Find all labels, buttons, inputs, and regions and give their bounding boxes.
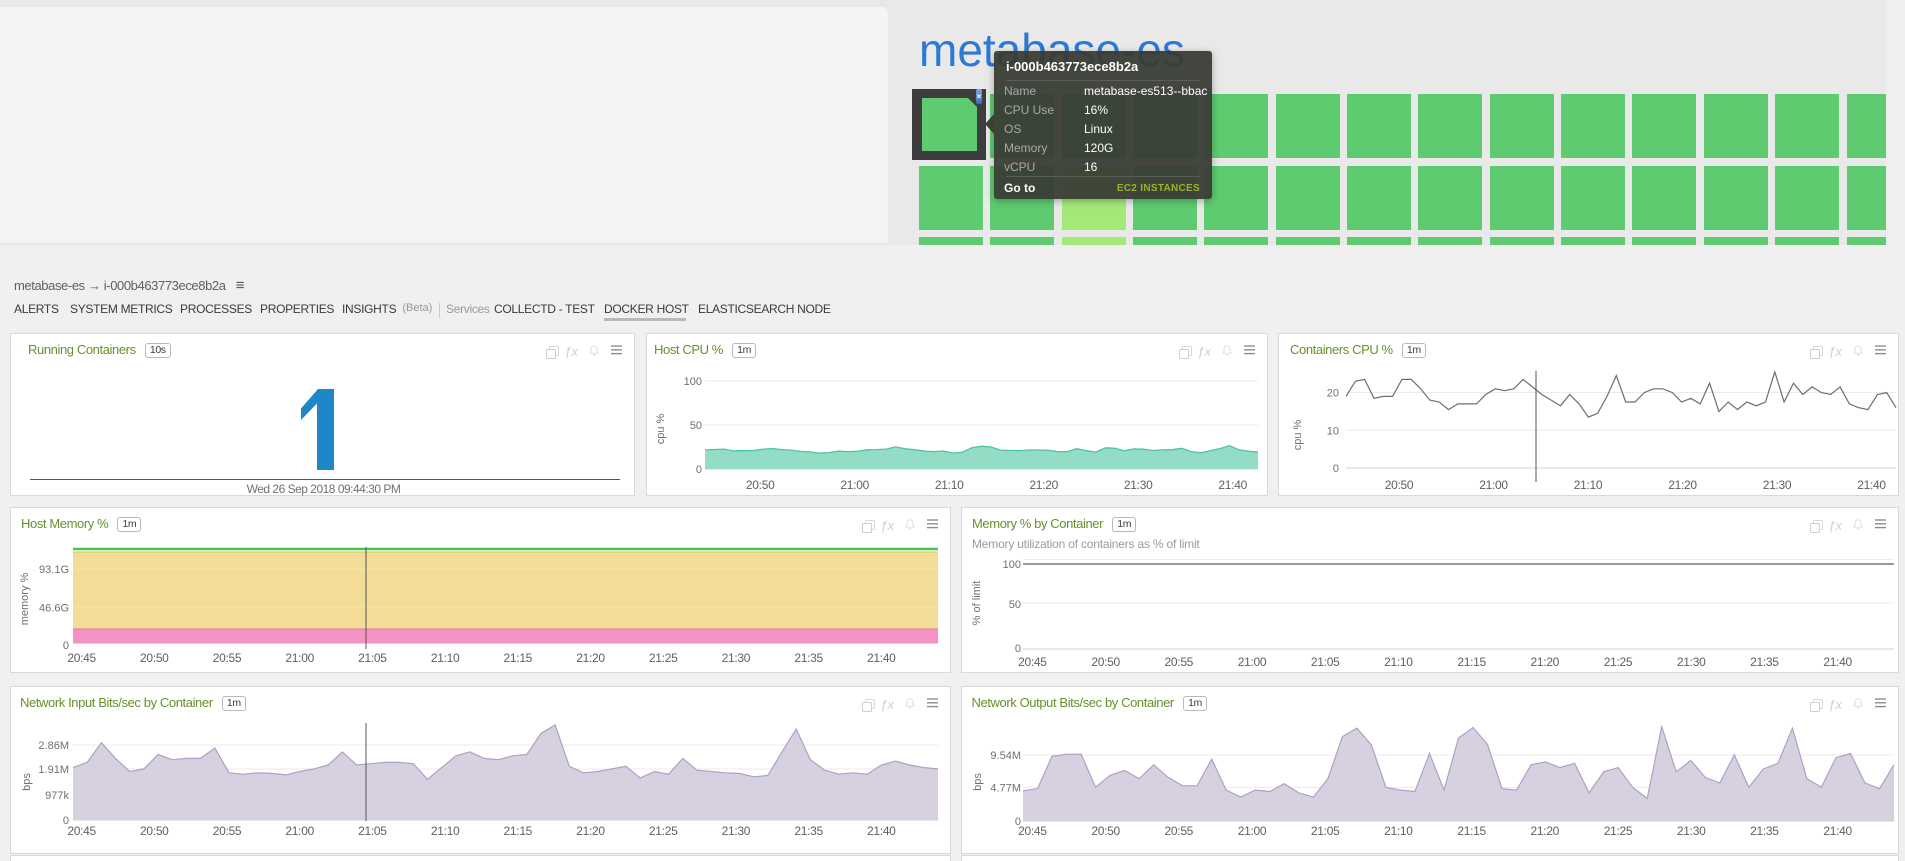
svg-text:21:00: 21:00 bbox=[285, 824, 314, 838]
svg-text:memory %: memory % bbox=[19, 573, 31, 626]
svg-text:20:45: 20:45 bbox=[67, 651, 96, 665]
svg-text:cpu %: cpu % bbox=[1292, 419, 1304, 450]
svg-text:20:50: 20:50 bbox=[140, 651, 169, 665]
svg-text:21:40: 21:40 bbox=[867, 651, 896, 665]
svg-text:21:40: 21:40 bbox=[1857, 478, 1886, 492]
svg-text:21:30: 21:30 bbox=[722, 651, 751, 665]
svg-text:21:05: 21:05 bbox=[1311, 824, 1340, 838]
svg-text:21:10: 21:10 bbox=[935, 478, 964, 492]
svg-text:20:50: 20:50 bbox=[1385, 478, 1414, 492]
svg-text:20: 20 bbox=[1327, 388, 1339, 400]
svg-text:20:45: 20:45 bbox=[1018, 655, 1047, 669]
svg-text:21:20: 21:20 bbox=[1668, 478, 1697, 492]
svg-text:21:30: 21:30 bbox=[722, 824, 751, 838]
svg-text:21:30: 21:30 bbox=[1677, 655, 1706, 669]
svg-text:cpu %: cpu % bbox=[655, 413, 667, 444]
svg-text:0: 0 bbox=[1333, 463, 1339, 475]
svg-text:21:15: 21:15 bbox=[504, 824, 533, 838]
svg-text:bps: bps bbox=[972, 773, 984, 791]
svg-text:21:20: 21:20 bbox=[576, 651, 605, 665]
svg-text:21:15: 21:15 bbox=[1457, 655, 1486, 669]
svg-text:21:20: 21:20 bbox=[1531, 824, 1560, 838]
svg-text:21:10: 21:10 bbox=[1384, 655, 1413, 669]
svg-text:21:30: 21:30 bbox=[1124, 478, 1153, 492]
svg-text:10: 10 bbox=[1327, 425, 1339, 437]
svg-text:21:15: 21:15 bbox=[1457, 824, 1486, 838]
svg-text:0: 0 bbox=[1015, 643, 1021, 655]
svg-text:21:10: 21:10 bbox=[1384, 824, 1413, 838]
svg-text:46.6G: 46.6G bbox=[39, 603, 69, 615]
svg-text:2.86M: 2.86M bbox=[38, 740, 69, 752]
svg-text:20:45: 20:45 bbox=[67, 824, 96, 838]
svg-text:21:00: 21:00 bbox=[840, 478, 869, 492]
svg-text:21:40: 21:40 bbox=[867, 824, 896, 838]
svg-text:21:35: 21:35 bbox=[1750, 655, 1779, 669]
svg-text:20:45: 20:45 bbox=[1018, 824, 1047, 838]
svg-text:21:25: 21:25 bbox=[1604, 824, 1633, 838]
svg-text:0: 0 bbox=[63, 640, 69, 652]
svg-text:21:05: 21:05 bbox=[358, 824, 387, 838]
svg-text:21:00: 21:00 bbox=[1479, 478, 1508, 492]
svg-text:20:50: 20:50 bbox=[1091, 655, 1120, 669]
svg-text:21:25: 21:25 bbox=[649, 824, 678, 838]
svg-text:100: 100 bbox=[684, 376, 702, 388]
svg-text:21:35: 21:35 bbox=[794, 651, 823, 665]
svg-text:21:40: 21:40 bbox=[1823, 655, 1852, 669]
svg-text:20:50: 20:50 bbox=[1091, 824, 1120, 838]
svg-text:21:05: 21:05 bbox=[358, 651, 387, 665]
svg-text:21:30: 21:30 bbox=[1677, 824, 1706, 838]
svg-text:20:50: 20:50 bbox=[140, 824, 169, 838]
svg-text:4.77M: 4.77M bbox=[990, 783, 1021, 795]
svg-text:% of limit: % of limit bbox=[971, 581, 983, 626]
svg-text:93.1G: 93.1G bbox=[39, 564, 69, 576]
svg-text:bps: bps bbox=[21, 773, 33, 791]
svg-text:20:55: 20:55 bbox=[213, 824, 242, 838]
svg-text:21:25: 21:25 bbox=[1604, 655, 1633, 669]
svg-text:1.91M: 1.91M bbox=[38, 764, 69, 776]
svg-text:977k: 977k bbox=[45, 790, 69, 802]
svg-text:21:15: 21:15 bbox=[504, 651, 533, 665]
svg-text:0: 0 bbox=[1015, 816, 1021, 828]
svg-text:50: 50 bbox=[1009, 599, 1021, 611]
svg-text:21:35: 21:35 bbox=[794, 824, 823, 838]
svg-text:20:55: 20:55 bbox=[1165, 655, 1194, 669]
svg-text:21:10: 21:10 bbox=[431, 824, 460, 838]
svg-text:21:20: 21:20 bbox=[1029, 478, 1058, 492]
svg-text:21:20: 21:20 bbox=[1531, 655, 1560, 669]
svg-text:21:05: 21:05 bbox=[1311, 655, 1340, 669]
svg-text:21:40: 21:40 bbox=[1218, 478, 1247, 492]
svg-text:50: 50 bbox=[690, 420, 702, 432]
svg-text:21:00: 21:00 bbox=[1238, 655, 1267, 669]
svg-text:0: 0 bbox=[696, 464, 702, 476]
svg-text:21:25: 21:25 bbox=[649, 651, 678, 665]
svg-text:21:00: 21:00 bbox=[1238, 824, 1267, 838]
svg-text:21:00: 21:00 bbox=[285, 651, 314, 665]
svg-text:20:55: 20:55 bbox=[213, 651, 242, 665]
svg-text:21:30: 21:30 bbox=[1763, 478, 1792, 492]
svg-text:0: 0 bbox=[63, 815, 69, 827]
svg-text:20:55: 20:55 bbox=[1165, 824, 1194, 838]
svg-text:21:10: 21:10 bbox=[431, 651, 460, 665]
svg-text:100: 100 bbox=[1003, 559, 1021, 571]
svg-text:21:35: 21:35 bbox=[1750, 824, 1779, 838]
svg-text:20:50: 20:50 bbox=[746, 478, 775, 492]
svg-text:21:10: 21:10 bbox=[1574, 478, 1603, 492]
svg-text:21:40: 21:40 bbox=[1823, 824, 1852, 838]
svg-text:9.54M: 9.54M bbox=[990, 750, 1021, 762]
svg-text:21:20: 21:20 bbox=[576, 824, 605, 838]
